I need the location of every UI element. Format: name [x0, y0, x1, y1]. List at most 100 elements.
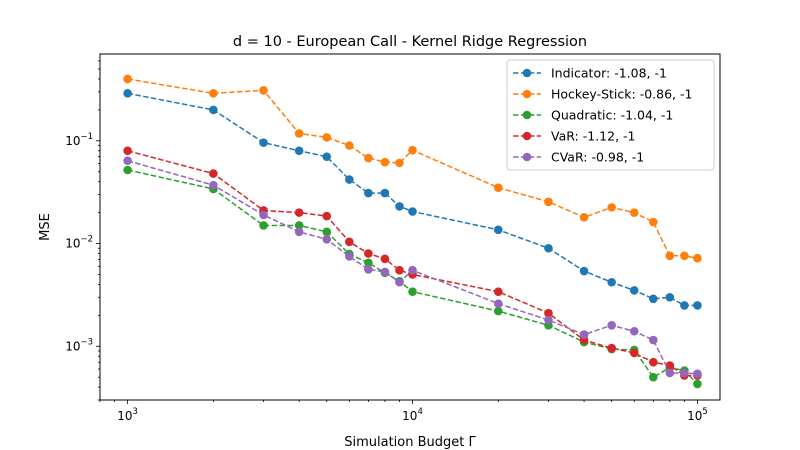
series-4 — [123, 156, 702, 379]
data-point — [607, 277, 616, 287]
data-point — [544, 197, 553, 207]
legend-label: Indicator: -1.08, -1 — [551, 66, 667, 81]
data-point — [493, 306, 503, 316]
data-point — [579, 330, 589, 339]
data-point — [395, 277, 404, 287]
legend-marker — [522, 152, 532, 162]
data-point — [665, 368, 675, 378]
legend-label: VaR: -1.12, -1 — [551, 129, 635, 144]
legend: Indicator: -1.08, -1 Hockey-Stick: -0.86,… — [506, 59, 715, 171]
legend-label: CVaR: -0.98, -1 — [551, 150, 644, 165]
data-point — [364, 258, 373, 268]
data-point — [209, 89, 218, 98]
data-point — [322, 235, 332, 244]
x-tick-label: 105 — [687, 407, 708, 423]
data-point — [607, 321, 616, 330]
data-point — [259, 210, 268, 220]
data-point — [380, 157, 390, 167]
data-point — [493, 225, 503, 235]
data-point — [649, 335, 658, 345]
legend-frame — [506, 59, 715, 171]
data-point — [408, 265, 417, 275]
data-point — [493, 183, 503, 192]
data-point — [408, 207, 417, 216]
data-point — [629, 326, 639, 336]
data-point — [408, 287, 417, 296]
data-point — [294, 227, 304, 237]
data-point — [209, 169, 218, 178]
data-point — [345, 252, 354, 261]
data-point — [544, 243, 553, 253]
data-point — [380, 254, 390, 264]
legend-marker — [522, 68, 532, 78]
data-point — [649, 217, 658, 227]
data-point — [680, 251, 689, 261]
data-point — [544, 308, 553, 318]
data-point — [345, 141, 354, 150]
data-point — [364, 249, 373, 258]
y-axis-label: MSE — [38, 213, 53, 241]
data-point — [629, 348, 639, 358]
data-point — [294, 146, 304, 156]
legend-label: Quadratic: -1.04, -1 — [551, 108, 673, 123]
data-point — [364, 188, 373, 198]
data-point — [322, 227, 332, 237]
data-point — [345, 175, 354, 184]
data-point — [294, 221, 304, 230]
data-point — [607, 203, 616, 212]
y-tick-label: 10−1 — [65, 132, 93, 148]
y-axis: 10−3 10−2 10−1 — [65, 60, 100, 401]
data-point — [493, 287, 503, 296]
data-point — [364, 265, 373, 274]
data-point — [693, 369, 702, 379]
data-point — [395, 158, 404, 168]
legend-marker — [522, 89, 532, 99]
data-point — [123, 165, 132, 175]
data-point — [493, 299, 503, 308]
data-point — [579, 266, 589, 276]
data-point — [294, 208, 304, 217]
data-point — [294, 129, 304, 138]
legend-entry-3: VaR: -1.12, -1 — [513, 129, 635, 144]
data-point — [123, 89, 132, 98]
axes-frame — [99, 53, 721, 401]
legend-marker — [522, 131, 532, 141]
data-point — [123, 74, 132, 84]
data-point — [395, 202, 404, 211]
data-point — [259, 138, 268, 147]
data-point — [665, 361, 675, 370]
legend-entry-4: CVaR: -0.98, -1 — [513, 150, 644, 165]
legend-label: Hockey-Stick: -0.86, -1 — [551, 87, 692, 102]
data-point — [649, 357, 658, 367]
legend-marker — [522, 110, 532, 120]
data-point — [380, 188, 390, 198]
data-point — [322, 133, 332, 142]
data-point — [259, 86, 268, 95]
y-tick-label: 10−3 — [65, 337, 93, 353]
data-point — [395, 265, 404, 275]
data-point — [693, 379, 702, 389]
x-tick-label: 103 — [117, 407, 138, 423]
y-tick-label: 10−2 — [65, 235, 93, 251]
data-point — [680, 301, 689, 310]
legend-entry-0: Indicator: -1.08, -1 — [513, 66, 667, 81]
data-point — [259, 221, 268, 230]
data-point — [649, 294, 658, 304]
legend-entry-2: Quadratic: -1.04, -1 — [513, 108, 673, 123]
data-point — [345, 237, 354, 247]
data-point — [544, 315, 553, 325]
data-point — [693, 253, 702, 263]
data-point — [364, 153, 373, 163]
data-point — [209, 105, 218, 115]
data-point — [693, 301, 702, 310]
legend-entry-1: Hockey-Stick: -0.86, -1 — [513, 87, 692, 102]
data-point — [322, 211, 332, 221]
data-point — [322, 152, 332, 162]
data-point — [680, 368, 689, 378]
data-point — [629, 286, 639, 295]
data-point — [408, 145, 417, 155]
x-tick-label: 104 — [402, 407, 423, 423]
data-point — [380, 267, 390, 277]
x-axis-label: Simulation Budget Γ — [344, 435, 476, 450]
